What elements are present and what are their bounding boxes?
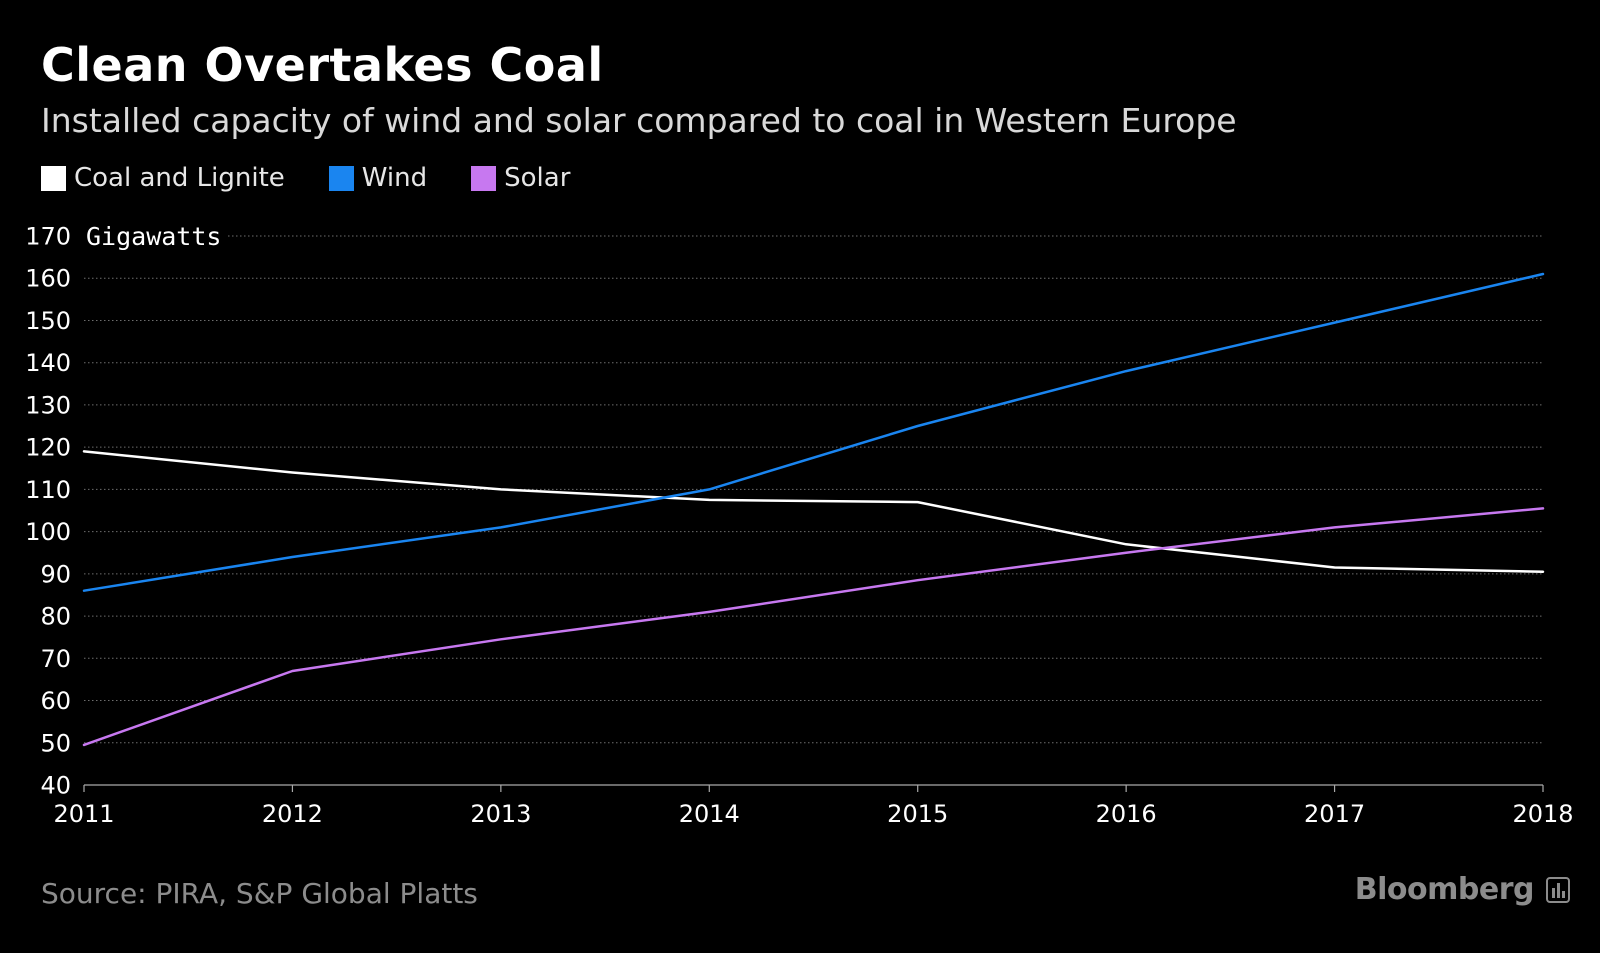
legend-swatch-wind <box>328 165 354 191</box>
y-tick-label-50: 50 <box>40 729 71 757</box>
x-tick-label-2016: 2016 <box>1096 800 1157 828</box>
y-tick-label-130: 130 <box>25 391 71 419</box>
legend-label-coal: Coal and Lignite <box>74 163 285 193</box>
series-line-solar <box>82 507 1545 747</box>
y-tick-label-170: 170 <box>25 223 71 251</box>
series-line-wind <box>82 272 1545 592</box>
bloomberg-terminal-icon <box>1546 876 1570 903</box>
grid-lines <box>84 235 1543 744</box>
x-tick-label-2012: 2012 <box>262 800 323 828</box>
y-tick-label-150: 150 <box>25 307 71 335</box>
brand: Bloomberg <box>1355 872 1570 907</box>
legend-swatch-coal <box>41 165 66 191</box>
x-tick-label-2015: 2015 <box>887 800 948 828</box>
legend-item-coal: Coal and Lignite <box>41 163 285 193</box>
series-lines <box>82 272 1545 747</box>
y-tick-label-70: 70 <box>40 645 71 673</box>
brand-name: Bloomberg <box>1354 872 1535 907</box>
y-tick-label-80: 80 <box>40 603 71 631</box>
chart-title: Clean Overtakes Coal <box>41 38 604 92</box>
y-tick-label-40: 40 <box>40 772 71 800</box>
series-line-coal <box>82 450 1545 573</box>
y-tick-label-110: 110 <box>25 476 71 504</box>
y-tick-label-100: 100 <box>25 518 71 546</box>
legend-item-wind: Wind <box>328 163 428 193</box>
source-note: Source: PIRA, S&P Global Platts <box>41 877 478 910</box>
x-tick-label-2013: 2013 <box>470 800 531 828</box>
axes: 40 50 60 70 80 90 100 110 120 130 140 150 160 170 Giga… <box>25 222 1573 828</box>
legend: Coal and Lignite Wind Solar <box>41 163 614 193</box>
legend-swatch-solar <box>471 165 497 191</box>
legend-label-solar: Solar <box>504 163 571 193</box>
y-axis-unit-label: Gigawatts <box>86 222 221 251</box>
legend-item-solar: Solar <box>471 163 570 193</box>
x-tick-label-2011: 2011 <box>53 800 114 828</box>
legend-label-wind: Wind <box>361 163 428 193</box>
y-tick-label-140: 140 <box>25 349 71 377</box>
x-tick-label-2017: 2017 <box>1304 800 1365 828</box>
y-tick-label-120: 120 <box>25 434 71 462</box>
y-tick-label-160: 160 <box>25 265 71 293</box>
y-tick-label-90: 90 <box>40 560 71 588</box>
x-tick-label-2014: 2014 <box>679 800 740 828</box>
y-tick-label-60: 60 <box>40 687 71 715</box>
x-tick-label-2018: 2018 <box>1512 800 1573 828</box>
chart-subtitle: Installed capacity of wind and solar com… <box>41 101 1237 140</box>
